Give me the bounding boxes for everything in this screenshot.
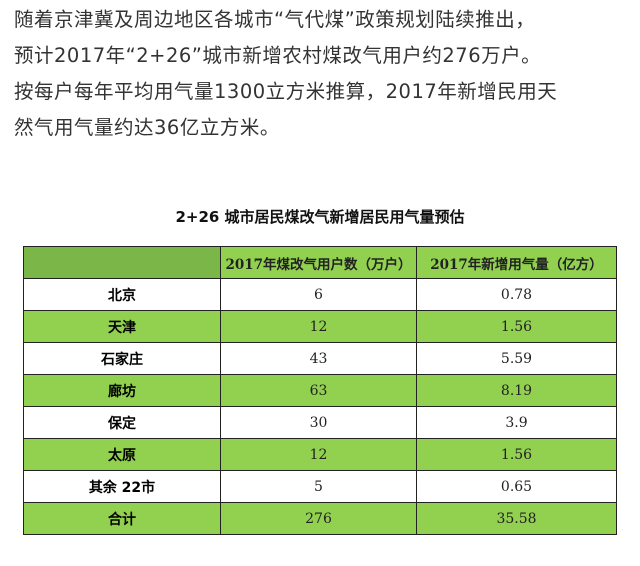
city-cell: 廊坊 [23, 374, 221, 407]
table-row: 保定 30 3.9 [23, 406, 617, 439]
table-row: 廊坊 63 8.19 [23, 374, 617, 407]
households-cell: 43 [220, 342, 417, 375]
gas-usage-table: 2017年煤改气用户数（万户） 2017年新增用气量（亿方） 北京 6 0.78 天津… [23, 246, 617, 535]
households-cell: 12 [220, 310, 417, 343]
city-cell: 太原 [23, 438, 221, 471]
paragraph-line: 然气用气量约达36亿立方米。 [14, 116, 280, 139]
city-cell: 合计 [23, 502, 221, 535]
table-row: 其余 22市 5 0.65 [23, 470, 617, 503]
households-cell: 30 [220, 406, 417, 439]
gas-volume-cell: 1.56 [416, 438, 617, 471]
gas-volume-cell: 35.58 [416, 502, 617, 535]
gas-volume-cell: 0.65 [416, 470, 617, 503]
header-cell [23, 246, 221, 279]
gas-volume-cell: 8.19 [416, 374, 617, 407]
paragraph-line: 随着京津冀及周边地区各城市“气代煤”政策规划陆续推出， [14, 8, 536, 31]
city-cell: 北京 [23, 278, 221, 311]
gas-volume-cell: 0.78 [416, 278, 617, 311]
households-cell: 276 [220, 502, 417, 535]
intro-paragraph: 随着京津冀及周边地区各城市“气代煤”政策规划陆续推出， 预计2017年“2+26… [14, 2, 634, 146]
city-cell: 石家庄 [23, 342, 221, 375]
households-cell: 5 [220, 470, 417, 503]
city-cell: 保定 [23, 406, 221, 439]
table-row: 北京 6 0.78 [23, 278, 617, 311]
paragraph-line: 预计2017年“2+26”城市新增农村煤改气用户约276万户。 [14, 44, 542, 67]
households-cell: 12 [220, 438, 417, 471]
table-row: 石家庄 43 5.59 [23, 342, 617, 375]
header-cell: 2017年新增用气量（亿方） [416, 246, 617, 279]
gas-volume-cell: 1.56 [416, 310, 617, 343]
table-title: 2+26 城市居民煤改气新增居民用气量预估 [175, 208, 465, 226]
city-cell: 其余 22市 [23, 470, 221, 503]
table-row: 合计 276 35.58 [23, 502, 617, 535]
table-row: 太原 12 1.56 [23, 438, 617, 471]
header-cell: 2017年煤改气用户数（万户） [220, 246, 417, 279]
households-cell: 63 [220, 374, 417, 407]
table-row: 天津 12 1.56 [23, 310, 617, 343]
households-cell: 6 [220, 278, 417, 311]
paragraph-line: 按每户每年平均用气量1300立方米推算，2017年新增民用天 [14, 80, 558, 103]
gas-volume-cell: 5.59 [416, 342, 617, 375]
table-header: 2017年煤改气用户数（万户） 2017年新增用气量（亿方） [23, 246, 617, 279]
gas-volume-cell: 3.9 [416, 406, 617, 439]
city-cell: 天津 [23, 310, 221, 343]
